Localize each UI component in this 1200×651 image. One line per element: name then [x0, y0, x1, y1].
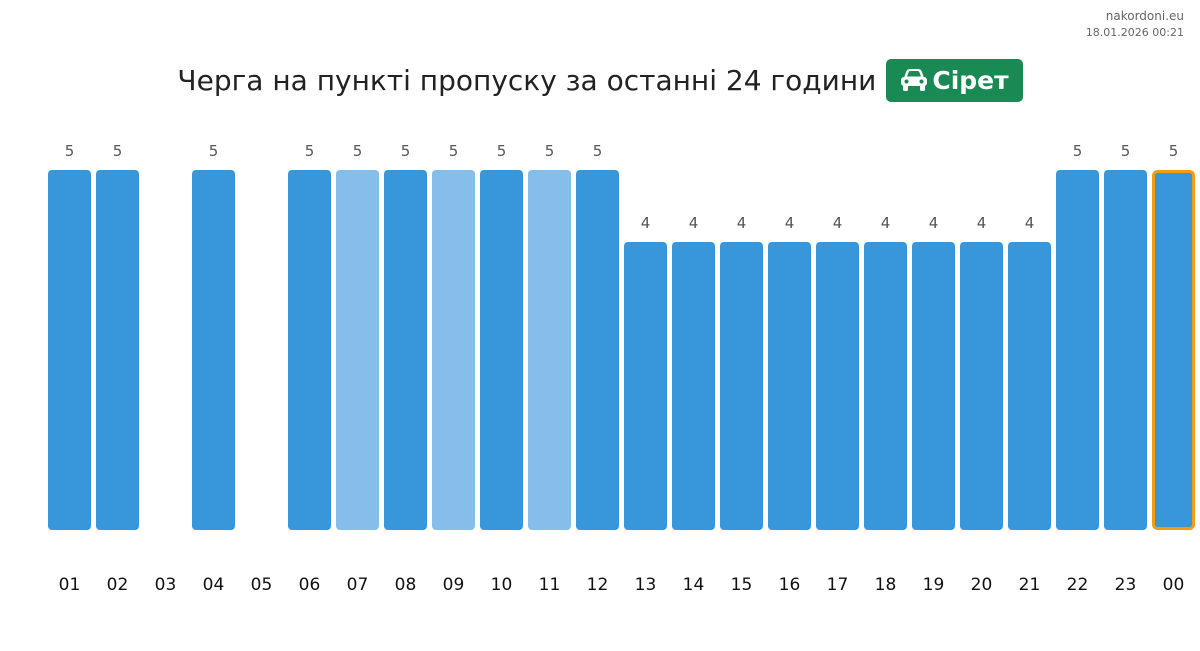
value-label-17: 4 [833, 214, 843, 232]
value-label-22: 5 [1073, 142, 1083, 160]
checkpoint-badge: Сірет [886, 58, 1023, 102]
bar-20[interactable] [960, 242, 1003, 530]
value-label-18: 4 [881, 214, 891, 232]
bar-00[interactable] [1152, 170, 1195, 530]
bar-22[interactable] [1056, 170, 1099, 530]
bar-12[interactable] [576, 170, 619, 530]
value-label-20: 4 [977, 214, 987, 232]
category-label-07: 07 [347, 575, 369, 595]
bar-02[interactable] [96, 170, 139, 530]
bar-21[interactable] [1008, 242, 1051, 530]
value-label-23: 5 [1121, 142, 1131, 160]
category-label-01: 01 [59, 575, 81, 595]
bar-18[interactable] [864, 242, 907, 530]
category-label-16: 16 [779, 575, 801, 595]
value-label-07: 5 [353, 142, 363, 160]
value-label-21: 4 [1025, 214, 1035, 232]
value-label-11: 5 [545, 142, 555, 160]
title-row: Черга на пункті пропуску за останні 24 г… [0, 58, 1200, 102]
bar-07[interactable] [336, 170, 379, 530]
category-label-11: 11 [539, 575, 561, 595]
category-label-13: 13 [635, 575, 657, 595]
category-label-22: 22 [1067, 575, 1089, 595]
bar-08[interactable] [384, 170, 427, 530]
car-icon [900, 68, 928, 92]
value-label-00: 5 [1169, 142, 1179, 160]
category-label-15: 15 [731, 575, 753, 595]
value-label-14: 4 [689, 214, 699, 232]
category-label-12: 12 [587, 575, 609, 595]
category-label-10: 10 [491, 575, 513, 595]
category-label-19: 19 [923, 575, 945, 595]
category-label-05: 05 [251, 575, 273, 595]
category-label-14: 14 [683, 575, 705, 595]
value-label-01: 5 [65, 142, 75, 160]
category-label-08: 08 [395, 575, 417, 595]
category-label-20: 20 [971, 575, 993, 595]
timestamp: 18.01.2026 00:21 [1085, 26, 1184, 39]
bar-11[interactable] [528, 170, 571, 530]
value-label-13: 4 [641, 214, 651, 232]
value-label-02: 5 [113, 142, 123, 160]
bar-09[interactable] [432, 170, 475, 530]
value-label-16: 4 [785, 214, 795, 232]
bar-04[interactable] [192, 170, 235, 530]
category-label-23: 23 [1115, 575, 1137, 595]
site-name[interactable]: nakordoni.eu [1105, 9, 1184, 23]
category-label-17: 17 [827, 575, 849, 595]
category-label-02: 02 [107, 575, 129, 595]
chart-title: Черга на пункті пропуску за останні 24 г… [177, 63, 877, 97]
bar-01[interactable] [48, 170, 91, 530]
bar-06[interactable] [288, 170, 331, 530]
category-label-09: 09 [443, 575, 465, 595]
value-label-19: 4 [929, 214, 939, 232]
value-label-10: 5 [497, 142, 507, 160]
value-label-08: 5 [401, 142, 411, 160]
checkpoint-name: Сірет [932, 65, 1009, 95]
bar-10[interactable] [480, 170, 523, 530]
bar-16[interactable] [768, 242, 811, 530]
value-label-04: 5 [209, 142, 219, 160]
bar-13[interactable] [624, 242, 667, 530]
bar-15[interactable] [720, 242, 763, 530]
value-label-09: 5 [449, 142, 459, 160]
bar-17[interactable] [816, 242, 859, 530]
category-label-18: 18 [875, 575, 897, 595]
value-label-15: 4 [737, 214, 747, 232]
bar-14[interactable] [672, 242, 715, 530]
category-label-03: 03 [155, 575, 177, 595]
value-label-12: 5 [593, 142, 603, 160]
category-label-00: 00 [1163, 575, 1185, 595]
bar-19[interactable] [912, 242, 955, 530]
category-label-04: 04 [203, 575, 225, 595]
category-label-06: 06 [299, 575, 321, 595]
category-label-21: 21 [1019, 575, 1041, 595]
bar-23[interactable] [1104, 170, 1147, 530]
value-label-06: 5 [305, 142, 315, 160]
